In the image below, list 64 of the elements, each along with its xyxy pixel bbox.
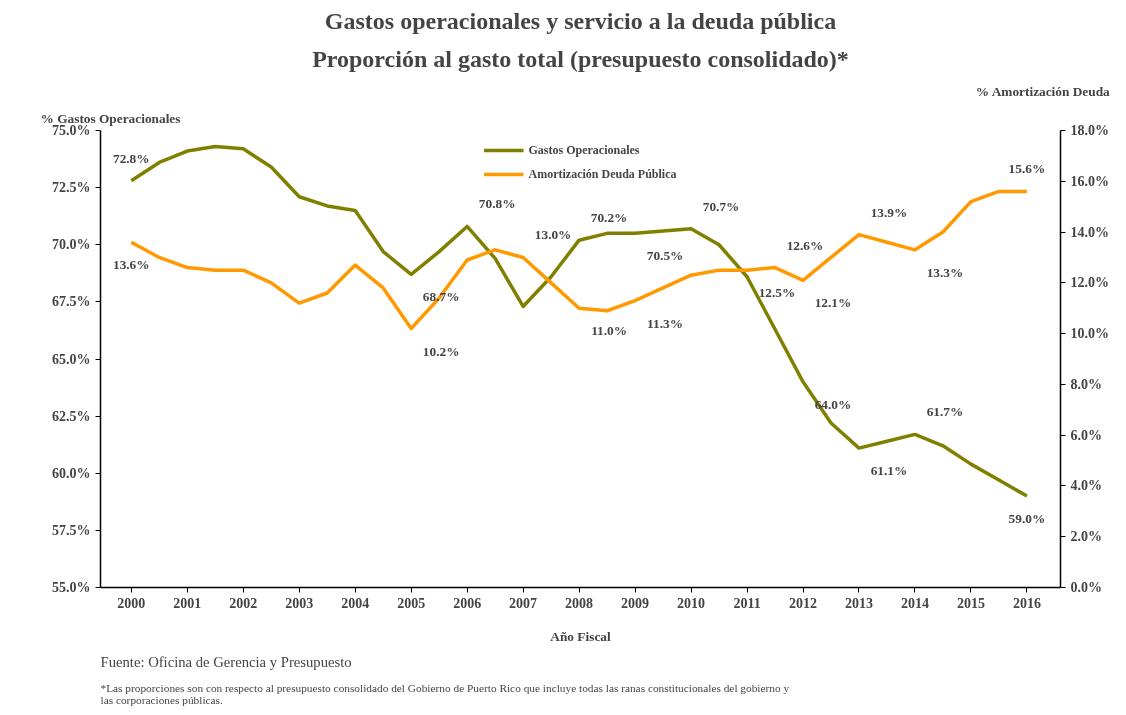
data-label: 70.8% bbox=[478, 196, 516, 212]
x-tick-label: 2016 bbox=[1012, 595, 1041, 611]
y-tick-label: 60.0% bbox=[52, 465, 91, 481]
data-label: 61.1% bbox=[870, 463, 908, 479]
x-tick-label: 2015 bbox=[956, 595, 985, 611]
data-label: 59.0% bbox=[1008, 511, 1046, 527]
x-tick-label: 2011 bbox=[733, 595, 761, 611]
x-tick-label: 2007 bbox=[509, 595, 538, 611]
y2-tick-label: 6.0% bbox=[1070, 427, 1102, 443]
data-label: 10.2% bbox=[422, 343, 460, 359]
legend-label: Gastos Operacionales bbox=[528, 142, 640, 158]
data-label: 72.8% bbox=[112, 150, 150, 166]
x-tick-label: 2003 bbox=[285, 595, 314, 611]
y-tick-label: 65.0% bbox=[52, 351, 91, 367]
x-axis-title: Año Fiscal bbox=[550, 628, 611, 644]
y2-axis-title: % Amortización Deuda bbox=[975, 83, 1111, 99]
y-tick-label: 70.0% bbox=[52, 237, 91, 253]
y-tick-label: 55.0% bbox=[52, 580, 91, 595]
data-label: 61.7% bbox=[926, 404, 964, 420]
y-tick-label: 67.5% bbox=[52, 294, 91, 310]
data-label: 13.9% bbox=[870, 204, 908, 220]
y2-tick-label: 8.0% bbox=[1070, 376, 1102, 392]
chart-title: Gastos operacionales y servicio a la deuda pública bbox=[324, 7, 837, 34]
y2-tick-label: 2.0% bbox=[1070, 529, 1102, 545]
data-label: 12.1% bbox=[814, 295, 852, 311]
y-tick-label: 75.0% bbox=[52, 123, 91, 138]
y-axis-title: % Gastos Operacionales bbox=[40, 110, 181, 126]
data-label: 13.3% bbox=[926, 264, 964, 280]
data-label: 15.6% bbox=[1008, 161, 1046, 177]
data-label: 13.6% bbox=[112, 257, 150, 273]
y2-tick-label: 12.0% bbox=[1070, 275, 1109, 291]
data-label: 13.0% bbox=[534, 227, 572, 243]
x-tick-label: 2008 bbox=[565, 595, 594, 611]
x-tick-label: 2014 bbox=[900, 595, 929, 611]
data-label: 12.6% bbox=[786, 237, 824, 253]
x-tick-label: 2005 bbox=[397, 595, 426, 611]
x-tick-label: 2000 bbox=[117, 595, 146, 611]
x-tick-label: 2004 bbox=[341, 595, 370, 611]
y2-tick-label: 10.0% bbox=[1070, 326, 1109, 342]
x-tick-label: 2006 bbox=[453, 595, 482, 611]
x-tick-label: 2010 bbox=[677, 595, 706, 611]
y2-tick-label: 16.0% bbox=[1070, 173, 1109, 189]
text: *Las proporciones son con respecto al presupuesto consolidado del Gobierno de Puerto Rico que incluye todas las ranas constitucionales del gobierno y las corporaciones públicas. bbox=[100, 681, 790, 706]
data-label: 70.5% bbox=[646, 248, 684, 264]
x-tick-label: 2013 bbox=[844, 595, 873, 611]
data-label: 12.5% bbox=[758, 285, 796, 301]
y2-tick-label: 4.0% bbox=[1070, 478, 1102, 494]
source-note: Fuente: Oficina de Gerencia y Presupuesto bbox=[100, 653, 352, 670]
x-tick-label: 2001 bbox=[173, 595, 202, 611]
y-tick-label: 57.5% bbox=[52, 522, 91, 538]
y-tick-label: 62.5% bbox=[52, 408, 91, 424]
x-tick-label: 2009 bbox=[621, 595, 650, 611]
y2-tick-label: 18.0% bbox=[1070, 123, 1109, 138]
legend-label: Amortización Deuda Pública bbox=[528, 166, 677, 182]
data-label: 70.7% bbox=[702, 198, 740, 214]
data-label: 70.2% bbox=[590, 210, 628, 226]
x-tick-label: 2012 bbox=[789, 595, 818, 611]
y2-tick-label: 14.0% bbox=[1070, 224, 1109, 240]
x-tick-label: 2002 bbox=[229, 595, 258, 611]
y-tick-label: 72.5% bbox=[52, 180, 91, 196]
data-label: 11.3% bbox=[647, 315, 684, 331]
y2-tick-label: 0.0% bbox=[1070, 580, 1102, 595]
chart-subtitle: Proporción al gasto total (presupuesto consolidado)* bbox=[312, 45, 849, 72]
data-label: 11.0% bbox=[591, 323, 628, 339]
